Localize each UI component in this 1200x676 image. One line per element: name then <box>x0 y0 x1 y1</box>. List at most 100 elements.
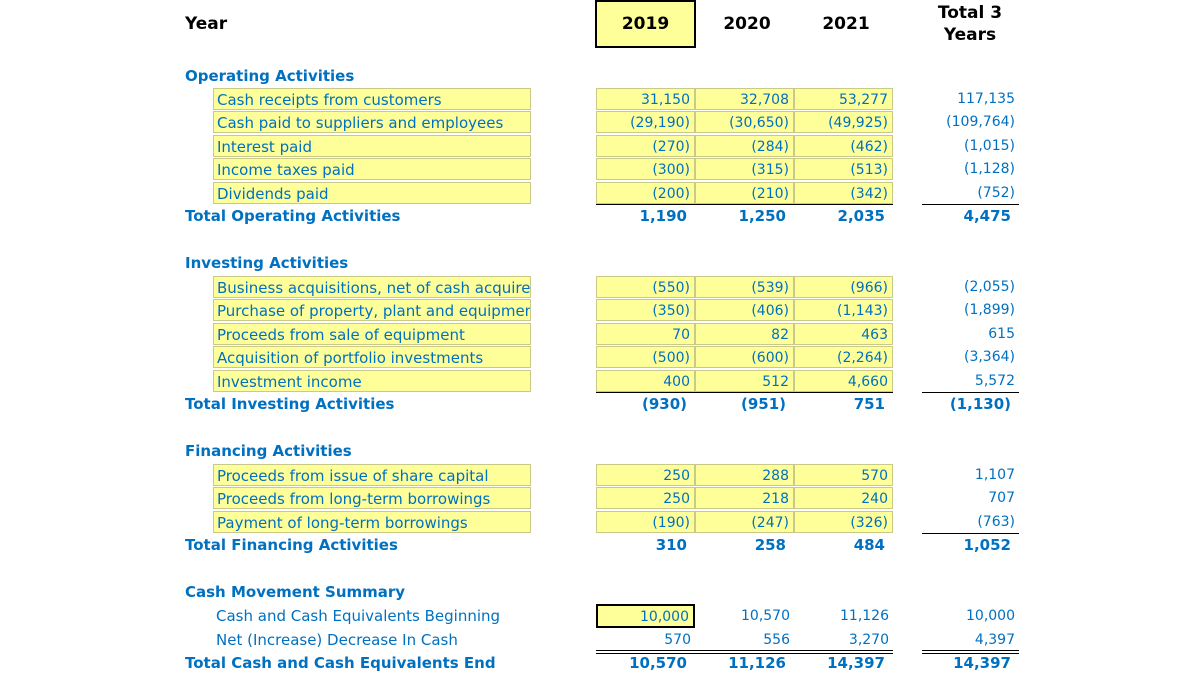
cell-total: 707 <box>988 490 1015 506</box>
cell-2021[interactable]: 463 <box>794 323 893 345</box>
summary-total-2019: 10,570 <box>629 654 687 672</box>
cell-2019[interactable]: (550) <box>596 276 695 298</box>
year-2019-label: 2019 <box>621 14 670 34</box>
row-label[interactable]: Income taxes paid <box>213 158 531 180</box>
operating-total-label: Total Operating Activities <box>185 207 401 225</box>
summary-total-2021: 14,397 <box>827 654 885 672</box>
total-3-years-header: Total 3 Years <box>920 2 1020 46</box>
cell-2020: 556 <box>763 632 790 648</box>
cell-2019[interactable]: (190) <box>596 511 695 533</box>
row-label[interactable]: Interest paid <box>213 135 531 157</box>
row-label: Net (Increase) Decrease In Cash <box>216 631 458 649</box>
cell-2020[interactable]: (315) <box>695 158 794 180</box>
operating-total-2021: 2,035 <box>837 207 885 225</box>
year-2020-header: 2020 <box>723 14 771 34</box>
cell-total: (1,015) <box>963 138 1015 154</box>
operating-total-2019: 1,190 <box>639 207 687 225</box>
cell-total: (109,764) <box>946 114 1015 130</box>
financing-section-title: Financing Activities <box>185 442 352 460</box>
cell-2021[interactable]: (966) <box>794 276 893 298</box>
cell-total: 1,107 <box>974 467 1015 483</box>
cell-2021[interactable]: 53,277 <box>794 88 893 110</box>
row-label[interactable]: Purchase of property, plant and equipmen… <box>213 299 531 321</box>
cell-total: (1,899) <box>963 302 1015 318</box>
cell-total: 4,397 <box>974 632 1015 648</box>
cell-2021[interactable]: 240 <box>794 487 893 509</box>
cell-total: 117,135 <box>957 91 1015 107</box>
cell-2020[interactable]: (210) <box>695 182 794 204</box>
row-label[interactable]: Proceeds from sale of equipment <box>213 323 531 345</box>
row-label[interactable]: Cash paid to suppliers and employees <box>213 111 531 133</box>
row-label[interactable]: Cash receipts from customers <box>213 88 531 110</box>
financing-total-3yr: 1,052 <box>963 536 1011 554</box>
cell-2019[interactable]: (270) <box>596 135 695 157</box>
cell-2020[interactable]: (247) <box>695 511 794 533</box>
cell-2019[interactable]: (300) <box>596 158 695 180</box>
cell-2019[interactable]: 400 <box>596 370 695 392</box>
cell-2019[interactable]: (29,190) <box>596 111 695 133</box>
cell-2020: 10,570 <box>741 608 790 624</box>
row-label[interactable]: Dividends paid <box>213 182 531 204</box>
cell-2020[interactable]: 32,708 <box>695 88 794 110</box>
row-label[interactable]: Acquisition of portfolio investments <box>213 346 531 368</box>
row-label[interactable]: Investment income <box>213 370 531 392</box>
financing-total-2021: 484 <box>853 536 885 554</box>
cell-2021: 3,270 <box>848 632 889 648</box>
cell-total: (2,055) <box>963 279 1015 295</box>
cell-2021[interactable]: (49,925) <box>794 111 893 133</box>
cell-total: (3,364) <box>963 349 1015 365</box>
investing-total-rule <box>922 392 1019 393</box>
investing-total-2021: 751 <box>853 395 885 413</box>
cell-2020[interactable]: 218 <box>695 487 794 509</box>
cell-2020[interactable]: 288 <box>695 464 794 486</box>
cell-2020[interactable]: 512 <box>695 370 794 392</box>
cell-2020[interactable]: 82 <box>695 323 794 345</box>
cell-total: 615 <box>988 326 1015 342</box>
cell-2020[interactable]: (30,650) <box>695 111 794 133</box>
summary-double-rule-total <box>922 650 1019 654</box>
row-label[interactable]: Proceeds from issue of share capital <box>213 464 531 486</box>
cell-2019[interactable]: (500) <box>596 346 695 368</box>
financing-total-2019: 310 <box>655 536 687 554</box>
row-label[interactable]: Payment of long-term borrowings <box>213 511 531 533</box>
investing-section-title: Investing Activities <box>185 254 349 272</box>
investing-subtotal-rule <box>596 392 893 393</box>
cell-2021[interactable]: (1,143) <box>794 299 893 321</box>
cell-total: (1,128) <box>963 161 1015 177</box>
cell-2021[interactable]: (326) <box>794 511 893 533</box>
summary-total-2020: 11,126 <box>728 654 786 672</box>
cell-2019[interactable]: (200) <box>596 182 695 204</box>
cell-2021[interactable]: 4,660 <box>794 370 893 392</box>
investing-total-label: Total Investing Activities <box>185 395 395 413</box>
row-label[interactable]: Business acquisitions, net of cash acqui… <box>213 276 531 298</box>
cell-total: (763) <box>977 514 1015 530</box>
cell-total: (752) <box>977 185 1015 201</box>
summary-section-title: Cash Movement Summary <box>185 583 406 601</box>
financing-total-2020: 258 <box>754 536 786 554</box>
cell-2021[interactable]: 570 <box>794 464 893 486</box>
summary-double-rule <box>596 650 893 654</box>
operating-subtotal-rule <box>596 204 893 205</box>
cell-2019[interactable]: 31,150 <box>596 88 695 110</box>
cell-2019[interactable]: 70 <box>596 323 695 345</box>
operating-total-2020: 1,250 <box>738 207 786 225</box>
cell-2020[interactable]: (284) <box>695 135 794 157</box>
year-header: Year <box>185 14 228 34</box>
cell-2021[interactable]: (462) <box>794 135 893 157</box>
cell-2019[interactable]: (350) <box>596 299 695 321</box>
cell-2021[interactable]: (513) <box>794 158 893 180</box>
cell-2020[interactable]: (600) <box>695 346 794 368</box>
cell-2020[interactable]: (539) <box>695 276 794 298</box>
cell-2019[interactable]: 250 <box>596 487 695 509</box>
year-2019-header-cell[interactable]: 2019 <box>595 0 696 48</box>
row-label[interactable]: Proceeds from long-term borrowings <box>213 487 531 509</box>
operating-total-rule <box>922 204 1019 205</box>
cell-2021[interactable]: (342) <box>794 182 893 204</box>
cell-total: 5,572 <box>974 373 1015 389</box>
investing-total-2020: (951) <box>740 395 786 413</box>
cell-2019[interactable]: 250 <box>596 464 695 486</box>
cell-2021[interactable]: (2,264) <box>794 346 893 368</box>
cell-2020[interactable]: (406) <box>695 299 794 321</box>
cash-beginning-input-cell[interactable]: 10,000 <box>596 604 695 628</box>
summary-total-label: Total Cash and Cash Equivalents End <box>185 654 496 672</box>
